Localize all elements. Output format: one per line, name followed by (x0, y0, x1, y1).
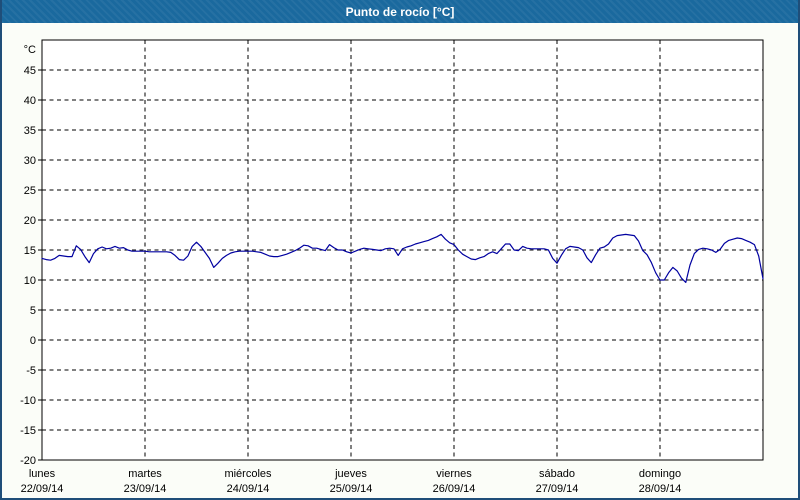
y-tick-label: 25 (24, 185, 36, 197)
x-day-label: miércoles (224, 468, 272, 480)
y-tick-label: 15 (24, 245, 36, 257)
y-tick-label: 35 (24, 125, 36, 137)
dewpoint-line (41, 233, 764, 283)
y-tick-label: 20 (24, 215, 36, 227)
x-date-label: 25/09/14 (330, 483, 373, 495)
y-tick-label: -10 (20, 395, 36, 407)
chart-title-bar: Punto de rocío [°C] (2, 0, 798, 23)
x-day-label: lunes (29, 468, 56, 480)
y-tick-label: 0 (30, 335, 36, 347)
y-tick-label: 30 (24, 155, 36, 167)
x-date-label: 24/09/14 (227, 483, 270, 495)
x-date-label: 23/09/14 (124, 483, 167, 495)
y-tick-label: -5 (26, 365, 36, 377)
chart-title: Punto de rocío [°C] (345, 4, 455, 19)
y-tick-label: -20 (20, 455, 36, 467)
x-day-label: jueves (334, 468, 367, 480)
x-day-label: sábado (539, 468, 575, 480)
y-tick-label: -15 (20, 425, 36, 437)
y-tick-label: 40 (24, 95, 36, 107)
x-date-label: 22/09/14 (21, 483, 64, 495)
x-day-label: domingo (639, 468, 681, 480)
x-day-label: martes (128, 468, 162, 480)
y-tick-label: 10 (24, 275, 36, 287)
y-tick-label: 45 (24, 65, 36, 77)
x-date-label: 27/09/14 (536, 483, 579, 495)
y-tick-label: 5 (30, 305, 36, 317)
y-axis-unit-label: °C (24, 44, 36, 56)
x-day-label: viernes (436, 468, 472, 480)
x-date-label: 28/09/14 (639, 483, 682, 495)
x-date-label: 26/09/14 (433, 483, 476, 495)
